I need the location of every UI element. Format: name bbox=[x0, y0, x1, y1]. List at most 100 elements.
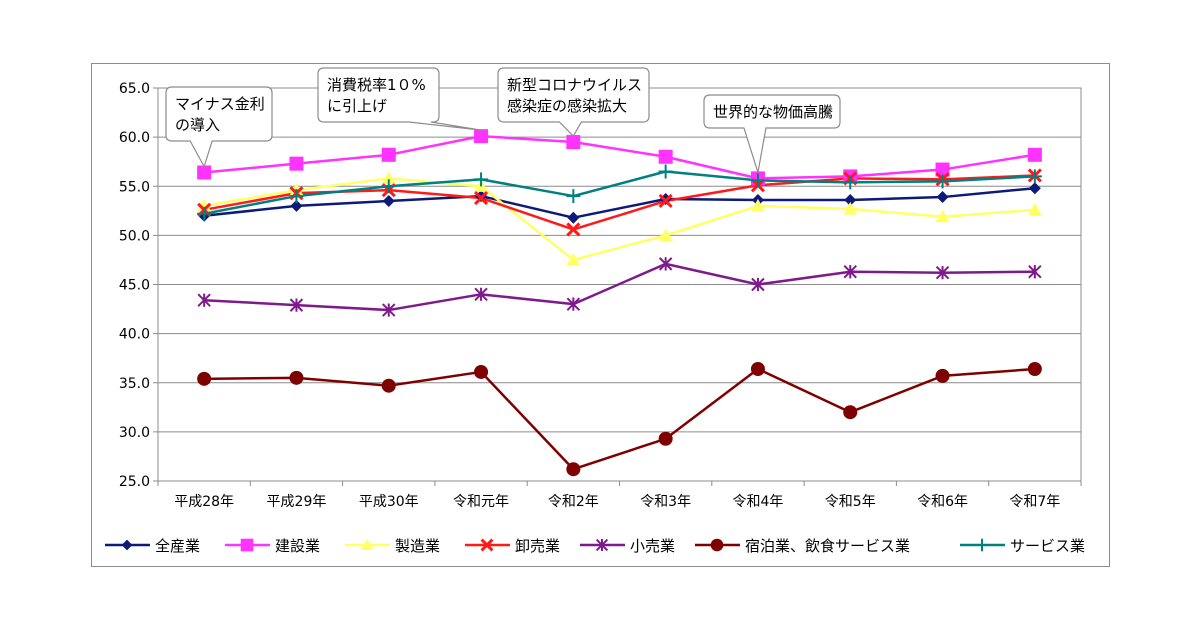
data-point bbox=[381, 378, 396, 393]
data-point bbox=[750, 198, 765, 212]
legend-entry: 小売業 bbox=[580, 537, 675, 555]
x-tick-label: 平成28年 bbox=[174, 494, 234, 510]
series-line bbox=[204, 186, 1035, 219]
x-tick-label: 令和3年 bbox=[640, 494, 691, 510]
legend-swatch-marker bbox=[975, 538, 989, 552]
legend-swatch-marker bbox=[240, 538, 254, 552]
data-point bbox=[197, 165, 212, 180]
data-point bbox=[658, 431, 673, 446]
data-point bbox=[844, 194, 857, 207]
legend-entry: サービス業 bbox=[960, 537, 1085, 555]
y-tick-label: 65.0 bbox=[119, 81, 150, 97]
data-point bbox=[658, 149, 673, 164]
callout-text: 世界的な物価高騰 bbox=[713, 103, 833, 121]
legend-entry: 建設業 bbox=[225, 537, 320, 555]
data-point bbox=[658, 228, 673, 241]
x-tick-label: 令和6年 bbox=[917, 494, 968, 510]
data-point bbox=[473, 190, 489, 206]
data-point bbox=[566, 297, 581, 311]
callout-bubble bbox=[165, 86, 273, 169]
legend-entry: 卸売業 bbox=[465, 537, 560, 555]
series-line bbox=[204, 367, 1035, 471]
x-tick-label: 平成29年 bbox=[267, 494, 327, 510]
data-point bbox=[197, 293, 211, 307]
data-point bbox=[289, 189, 304, 204]
data-point bbox=[750, 361, 765, 376]
data-point bbox=[197, 206, 212, 221]
x-tick-label: 令和2年 bbox=[548, 494, 599, 510]
legend-label: 全産業 bbox=[155, 537, 200, 555]
series-line bbox=[203, 177, 1035, 262]
x-tick-label: 令和4年 bbox=[732, 494, 783, 510]
y-tick-label: 35.0 bbox=[119, 376, 150, 392]
legend-entry: 全産業 bbox=[105, 537, 200, 555]
callout-text: 感染症の感染拡大 bbox=[507, 97, 627, 115]
data-point bbox=[474, 364, 489, 379]
data-point bbox=[381, 147, 396, 162]
legend-label: 建設業 bbox=[275, 537, 320, 555]
legend-label: 製造業 bbox=[395, 537, 440, 555]
data-point bbox=[381, 179, 396, 194]
data-point bbox=[843, 265, 857, 279]
data-point bbox=[289, 298, 304, 312]
callout: 消費税率1０% に引上げ bbox=[317, 67, 482, 131]
legend: 全産業 建設業 製造業 卸売業 小売業 宿泊業、飲食サービス業 サービス業 bbox=[105, 537, 1085, 555]
data-point bbox=[658, 164, 673, 179]
data-point bbox=[1028, 265, 1042, 279]
legend-swatch-marker bbox=[121, 539, 133, 551]
data-point bbox=[566, 189, 581, 204]
data-point bbox=[474, 129, 489, 144]
data-point bbox=[658, 257, 673, 271]
legend-entry: 製造業 bbox=[345, 537, 440, 555]
data-point bbox=[935, 368, 950, 383]
data-point bbox=[1027, 147, 1042, 162]
series-markers bbox=[197, 129, 1042, 477]
legend-swatch-marker bbox=[710, 538, 724, 552]
data-point bbox=[1028, 182, 1041, 195]
data-point bbox=[290, 199, 303, 212]
data-point bbox=[935, 209, 950, 223]
callout: 世界的な物価高騰 bbox=[703, 94, 841, 173]
data-point bbox=[658, 193, 673, 209]
x-tick-label: 令和元年 bbox=[453, 494, 509, 510]
x-tick-label: 平成30年 bbox=[359, 494, 419, 510]
series-line bbox=[204, 262, 1035, 312]
data-point bbox=[1027, 202, 1042, 216]
data-point bbox=[381, 171, 396, 184]
data-point bbox=[566, 222, 581, 237]
y-tick-label: 50.0 bbox=[119, 228, 150, 244]
data-point bbox=[474, 172, 489, 187]
series-line bbox=[204, 134, 1036, 180]
data-point bbox=[935, 162, 950, 177]
data-point bbox=[566, 135, 581, 150]
series-lines bbox=[203, 134, 1036, 471]
data-point bbox=[566, 252, 581, 266]
callout-bubble bbox=[703, 94, 841, 173]
data-point bbox=[567, 211, 580, 224]
x-tick-label: 令和7年 bbox=[1009, 494, 1060, 510]
callout-text: 消費税率1０% bbox=[327, 76, 426, 94]
data-point bbox=[843, 175, 858, 190]
legend-swatch-marker bbox=[480, 538, 494, 552]
data-point bbox=[936, 191, 949, 204]
data-point bbox=[1027, 361, 1042, 376]
callout-text: に引上げ bbox=[327, 97, 387, 115]
data-point bbox=[1027, 169, 1042, 184]
legend-label: 卸売業 bbox=[515, 537, 560, 555]
legend-label: サービス業 bbox=[1010, 537, 1085, 555]
data-point bbox=[289, 156, 304, 171]
callout-text: マイナス金利 bbox=[175, 95, 265, 113]
axes: 65.0 60.0 55.0 50.0 45.0 40.0 35.0 30.0 25.0 平成28… bbox=[119, 81, 1082, 510]
x-tick-label: 令和5年 bbox=[825, 494, 876, 510]
y-tick-label: 45.0 bbox=[119, 278, 150, 294]
data-point bbox=[474, 287, 488, 302]
y-tick-label: 30.0 bbox=[119, 425, 150, 441]
data-point bbox=[289, 370, 304, 385]
data-point bbox=[382, 194, 395, 207]
y-tick-label: 55.0 bbox=[119, 179, 150, 195]
data-point bbox=[935, 266, 950, 280]
legend-entry: 宿泊業、飲食サービス業 bbox=[695, 537, 910, 555]
